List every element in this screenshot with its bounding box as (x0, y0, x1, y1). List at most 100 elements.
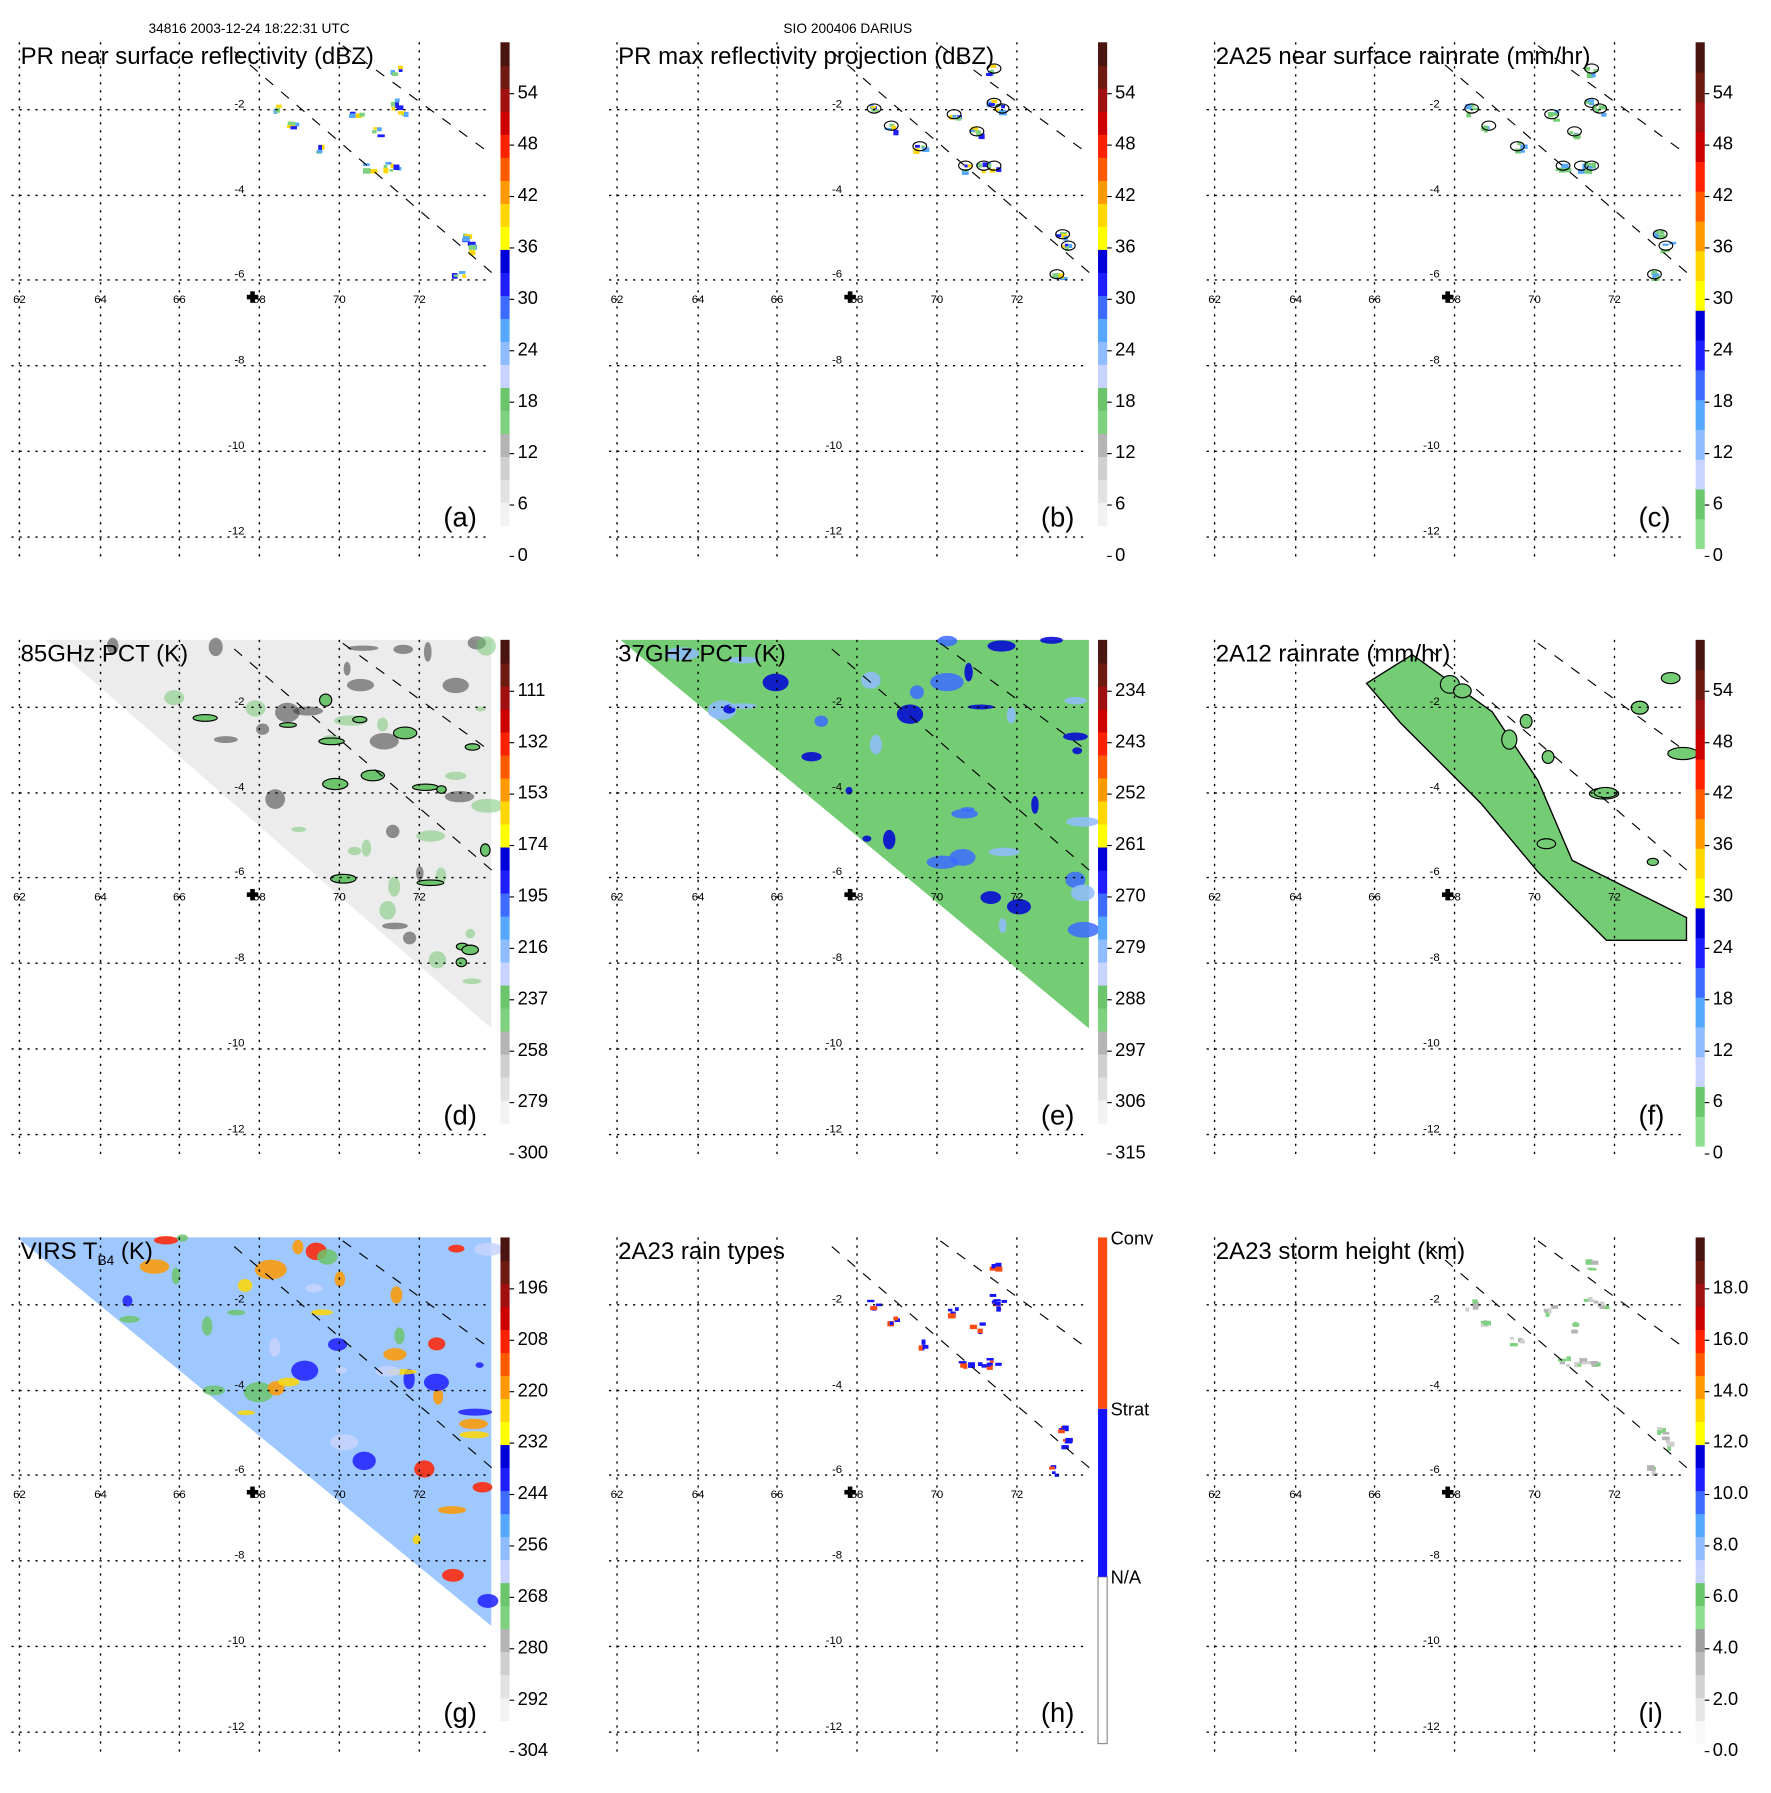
lat-tick-label: -12 (826, 1123, 843, 1135)
orbit-timestamp: 34816 2003-12-24 18:22:31 UTC (148, 20, 350, 37)
colorbar-label: 244 (517, 1484, 549, 1504)
lat-tick-label: -6 (832, 866, 842, 878)
echo-pixel (320, 144, 325, 150)
colorbar-segment (1097, 1576, 1108, 1745)
echo-pixel (1592, 105, 1597, 110)
colorbar-segment (500, 1628, 510, 1653)
field-patch (403, 931, 417, 945)
colorbar-label: 12 (1712, 1040, 1734, 1061)
echo-contour (1592, 103, 1608, 114)
field-patch (379, 900, 396, 920)
echo-pixel (995, 1266, 1003, 1272)
lon-tick-label: 64 (692, 1489, 705, 1501)
echo-pixel (1588, 1296, 1593, 1300)
lat-tick-label: -12 (228, 1123, 245, 1135)
colorbar-label: 54 (1712, 83, 1734, 103)
lat-tick-label: -6 (234, 866, 244, 878)
cross-icon (1441, 291, 1454, 303)
panel-letter: (e) (1040, 1100, 1075, 1132)
colorbar-label: 36 (1712, 237, 1734, 258)
echo-contour (866, 103, 882, 114)
field-patch (861, 671, 881, 689)
colorbar-label: N/A (1110, 1568, 1142, 1589)
cross-icon (246, 1486, 259, 1498)
colorbar-segment (1098, 203, 1108, 227)
cell-contour (479, 843, 491, 857)
field-patch (1070, 884, 1095, 902)
colorbar-segment (1695, 1605, 1705, 1630)
echo-pixel (1065, 1437, 1073, 1443)
echo-pixel (1001, 1299, 1008, 1303)
rain-patch (1667, 746, 1699, 761)
lon-tick-label: 68 (851, 294, 864, 306)
lat-tick-label: -2 (1430, 1294, 1440, 1306)
lat-tick-label: -6 (832, 269, 842, 281)
echo-pixel (1590, 1361, 1598, 1366)
colorbar-segment (1098, 639, 1108, 664)
panel-i: 62 64 66 68 70 72 -2 -4 -6 -8 -10 -12 0.0 2.0 4.0 6.0 8.… (1195, 1195, 1771, 1793)
colorbar-segment (500, 525, 510, 550)
field-patch (394, 1327, 405, 1345)
echo-pixel (1484, 130, 1488, 133)
echo-pixel (947, 1308, 953, 1312)
lat-tick-label: -12 (826, 526, 843, 538)
lon-tick-label: 62 (1208, 1489, 1221, 1501)
colorbar-segment (500, 203, 510, 227)
colorbar-segment (500, 1605, 510, 1630)
echo-pixel (952, 114, 957, 119)
colorbar-segment (1098, 846, 1108, 871)
swath-field (17, 1237, 492, 1626)
title-text: PR max reflectivity projection (dBZ) (618, 43, 995, 70)
echo-pixel (1509, 1336, 1514, 1340)
lon-tick-label: 64 (94, 294, 107, 306)
lat-tick-label: -6 (1430, 1464, 1440, 1476)
echo-pixel (1551, 1305, 1558, 1309)
swath-edge (233, 1246, 494, 1470)
colorbar-segment (500, 708, 510, 733)
echo-pixel (993, 1299, 1001, 1302)
echo-pixel (978, 133, 985, 140)
panel-letter: (h) (1040, 1697, 1075, 1729)
colorbar-segment (1098, 341, 1108, 365)
colorbar-label: Strat (1110, 1400, 1150, 1421)
colorbar-segment (500, 226, 510, 250)
field-patch (442, 677, 469, 694)
colorbar-label: 12.0 (1712, 1432, 1749, 1453)
colorbar-segment (1695, 1628, 1705, 1653)
echo-pixel (1572, 1323, 1580, 1327)
echo-pixel (1665, 1439, 1670, 1444)
lat-tick-label: -6 (1430, 269, 1440, 281)
colorbar-segment (1695, 1283, 1705, 1308)
echo-pixel (968, 1362, 975, 1368)
echo-contour (1652, 229, 1668, 240)
echo-pixel (349, 113, 356, 118)
echo-pixel (1553, 118, 1561, 122)
field-patch (327, 1338, 348, 1351)
cell-contour (411, 783, 439, 791)
colorbar-label: 288 (1115, 989, 1146, 1009)
colorbar-segment (1098, 272, 1108, 296)
echo-pixel (1049, 1466, 1055, 1470)
echo-pixel (1564, 167, 1572, 173)
panel-title: 2A12 rainrate (mm/hr) (1216, 641, 1451, 668)
echo-pixel (1658, 234, 1666, 238)
title-unit: (K) (114, 1238, 153, 1265)
colorbar-segment (500, 984, 510, 1009)
lat-tick-label: -8 (234, 952, 244, 964)
field-patch (937, 635, 958, 647)
echo-pixel (981, 169, 986, 174)
echo-pixel (990, 69, 994, 74)
colorbar-label: 48 (1712, 134, 1734, 155)
colorbar-label: 0 (517, 546, 528, 566)
panel-e: 62 64 66 68 70 72 -2 -4 -6 -8 -10 -12 315 306 297 288 27… (598, 598, 1196, 1196)
lon-tick-label: 70 (1528, 294, 1541, 306)
echo-pixel (921, 1344, 929, 1349)
field-patch (245, 700, 266, 717)
lon-tick-label: 70 (931, 891, 944, 903)
cell-contour (464, 743, 481, 751)
field-patch (930, 672, 964, 692)
lat-tick-label: -10 (228, 1038, 245, 1050)
colorbar-segment (1098, 88, 1108, 112)
echo-pixel (1586, 72, 1594, 79)
echo-contour (1509, 141, 1525, 152)
